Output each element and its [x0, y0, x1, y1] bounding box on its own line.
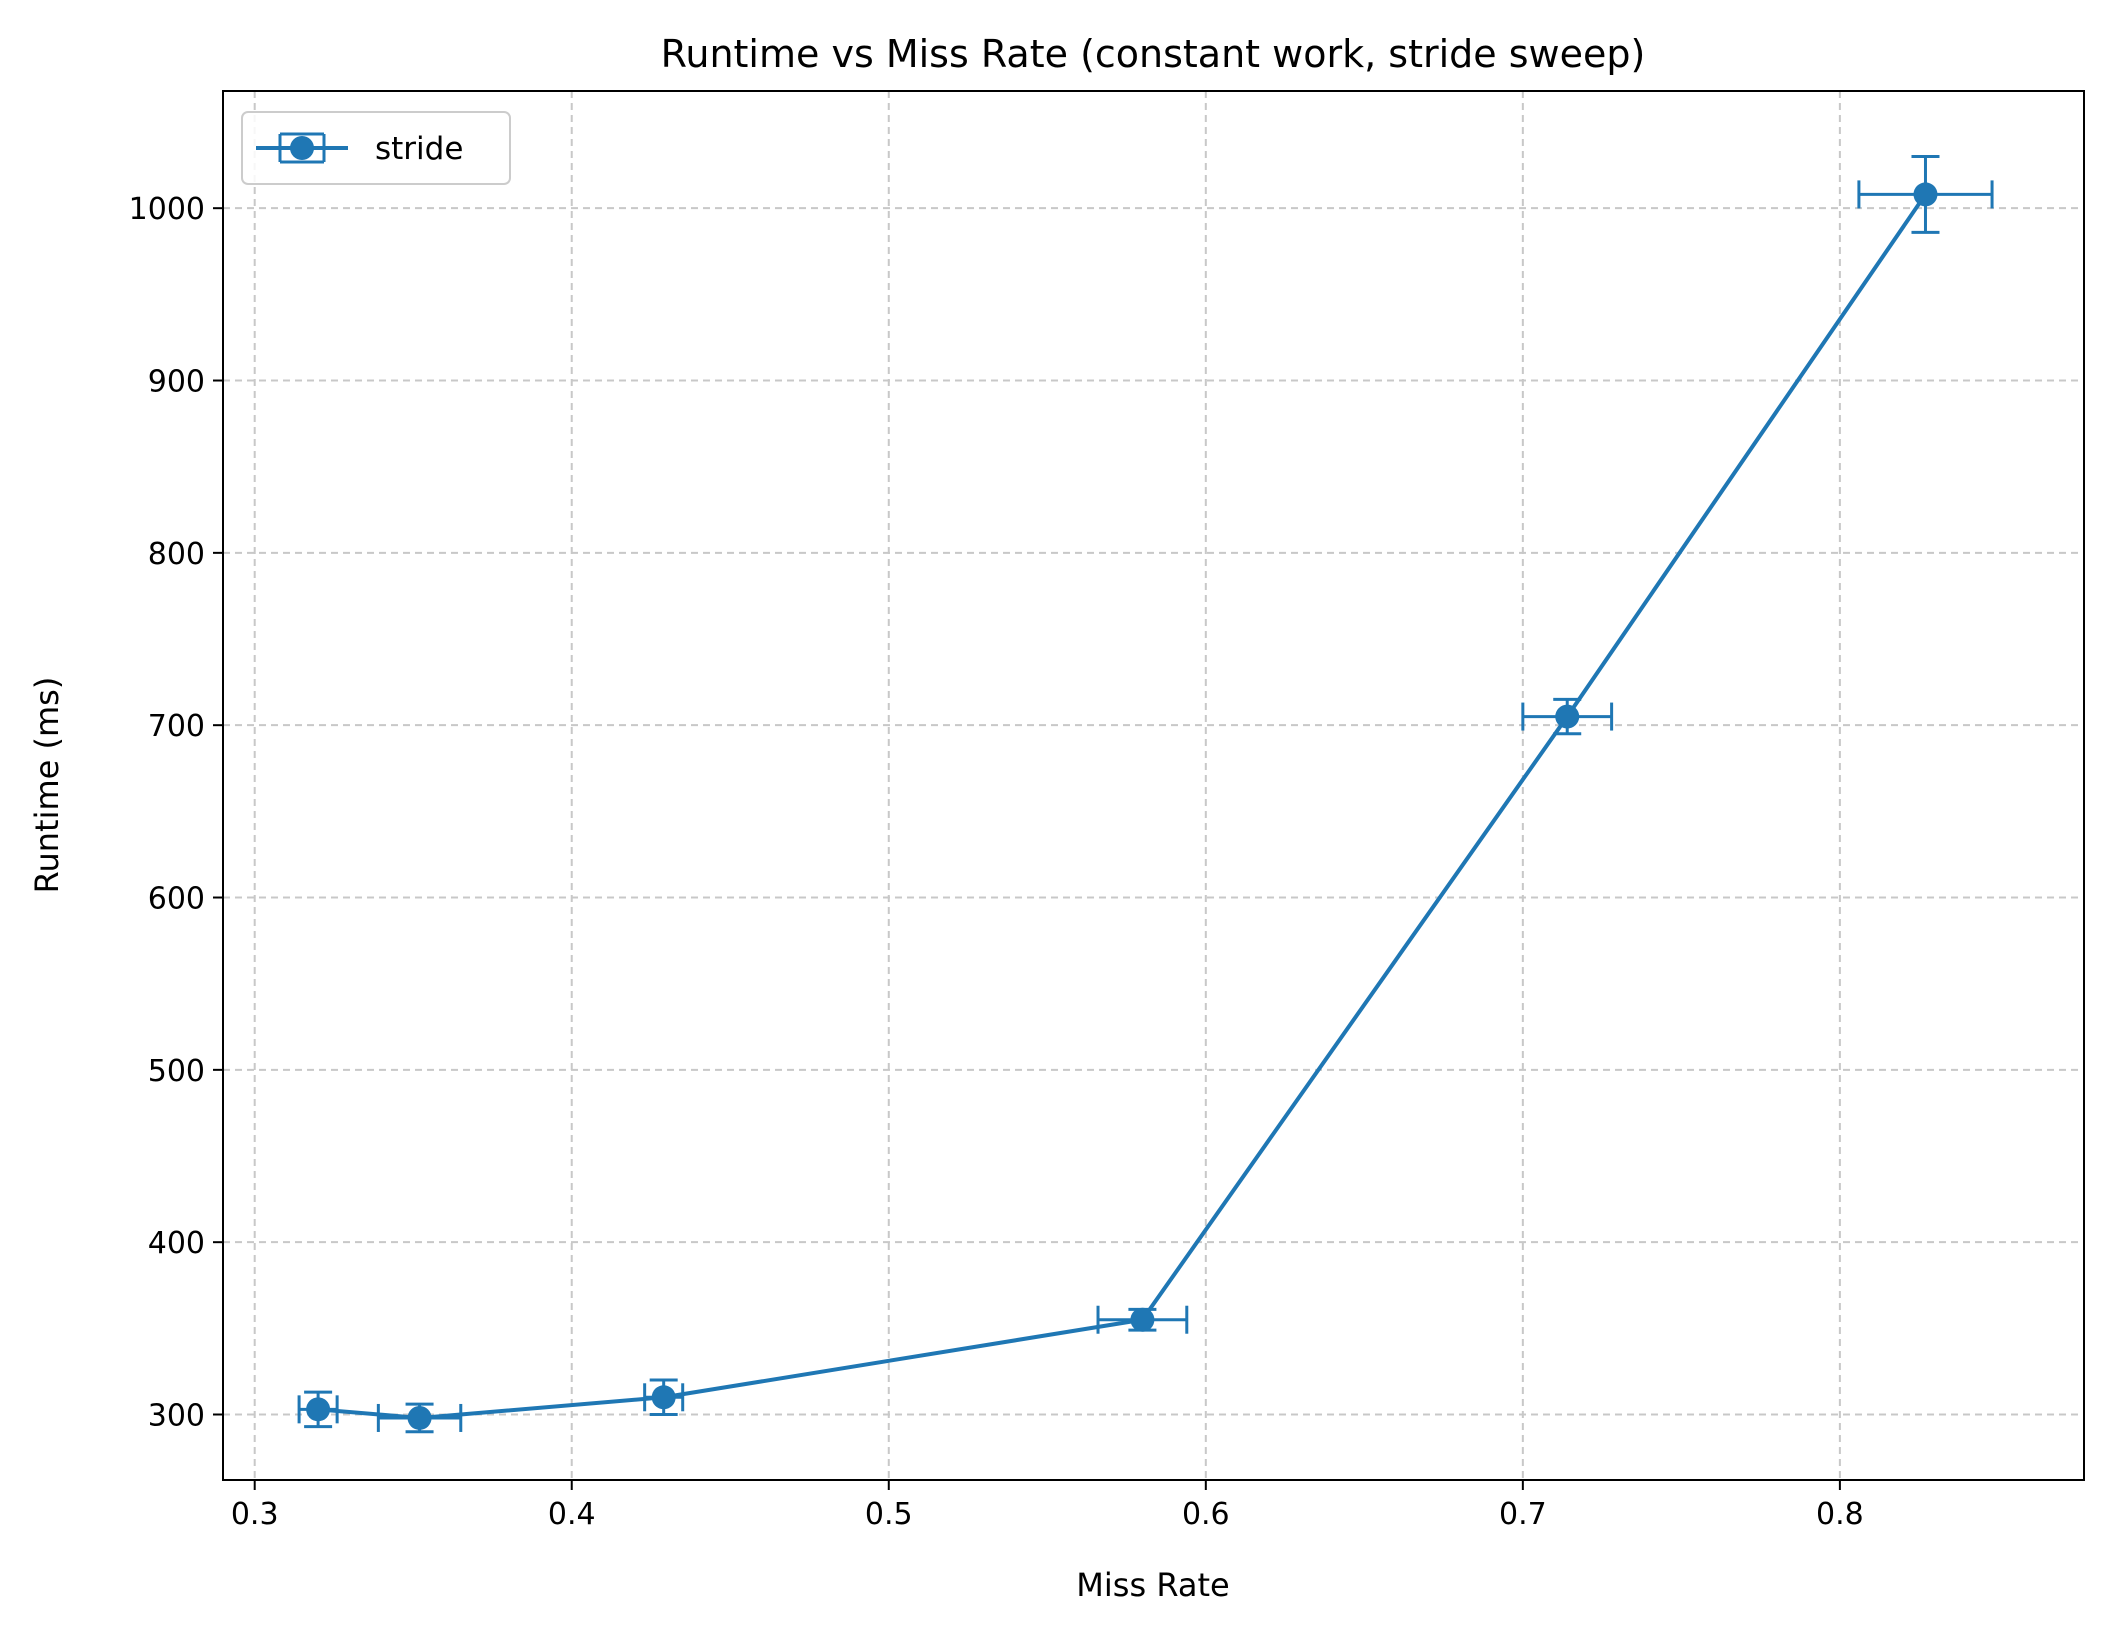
data-point — [1130, 1307, 1155, 1332]
legend: stride — [241, 111, 511, 185]
x-axis-label: Miss Rate — [1076, 1566, 1229, 1604]
y-tick-label: 600 — [148, 882, 205, 917]
y-tick-label: 800 — [148, 537, 205, 572]
y-tick-label: 300 — [148, 1399, 205, 1434]
y-tick-label: 700 — [148, 709, 205, 744]
x-tick-label: 0.7 — [1499, 1497, 1547, 1532]
legend-label-stride: stride — [375, 131, 463, 167]
legend-marker — [256, 132, 348, 164]
series-line — [317, 193, 1928, 1420]
plot-frame — [222, 90, 2085, 1481]
data-point — [1555, 704, 1580, 729]
y-tick-label: 500 — [148, 1054, 205, 1089]
data-point — [306, 1397, 331, 1422]
data-point — [651, 1385, 676, 1410]
x-tick-label: 0.6 — [1182, 1497, 1230, 1532]
axis-ticks: 0.3 0.4 0.5 0.6 0.7 0.8 300 400 500 600 700 800 900 1… — [129, 192, 1864, 1532]
grid — [223, 91, 2084, 1480]
y-axis-label: Runtime (ms) — [28, 677, 66, 894]
chart-title: Runtime vs Miss Rate (constant work, str… — [661, 32, 1646, 76]
y-tick-label: 1000 — [129, 192, 205, 227]
x-tick-label: 0.5 — [865, 1497, 913, 1532]
y-tick-label: 400 — [148, 1226, 205, 1261]
series-stride — [297, 154, 1994, 1434]
x-tick-label: 0.4 — [548, 1497, 596, 1532]
y-tick-label: 900 — [148, 365, 205, 400]
x-tick-label: 0.3 — [231, 1497, 279, 1532]
data-point — [1913, 182, 1938, 207]
legend-box — [241, 111, 511, 185]
data-point — [407, 1405, 432, 1430]
x-tick-label: 0.8 — [1816, 1497, 1864, 1532]
